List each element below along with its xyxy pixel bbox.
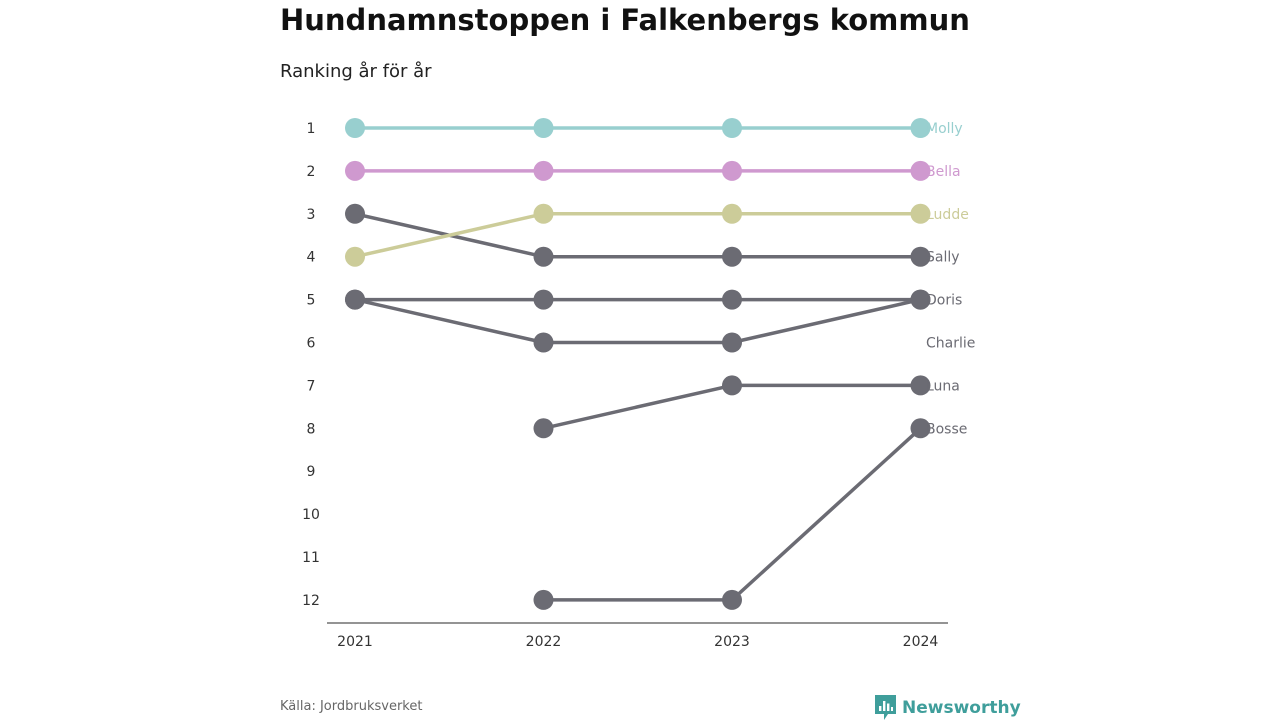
series-line-charlie-2023-2024 xyxy=(730,297,923,345)
series-bella xyxy=(345,160,931,181)
point-ludde-2023[interactable] xyxy=(722,203,742,224)
point-bosse-2024[interactable] xyxy=(910,418,931,439)
point-molly-2021[interactable] xyxy=(345,118,365,138)
y-tick-label-12: 12 xyxy=(302,593,320,609)
point-luna-2024[interactable] xyxy=(910,375,931,396)
point-ludde-2024[interactable] xyxy=(910,203,931,224)
series-ludde xyxy=(345,203,931,267)
series-line-luna-2022-2023 xyxy=(541,383,734,431)
series-luna xyxy=(533,375,931,439)
y-tick-label-7: 7 xyxy=(307,378,316,394)
y-tick-label-1: 1 xyxy=(307,121,316,137)
end-label-charlie: Charlie xyxy=(926,336,975,352)
source-note: Källa: Jordbruksverket xyxy=(280,699,423,714)
end-label-sally: Sally xyxy=(926,250,960,266)
end-label-bella: Bella xyxy=(926,164,961,180)
y-tick-label-4: 4 xyxy=(307,250,316,266)
point-luna-2022[interactable] xyxy=(533,418,554,439)
point-charlie-2023[interactable] xyxy=(722,332,742,353)
brand[interactable]: Newsworthy xyxy=(875,695,1021,720)
point-charlie-2024[interactable] xyxy=(910,289,931,310)
series-bosse xyxy=(533,418,931,610)
point-sally-2023[interactable] xyxy=(722,246,742,267)
point-bella-2021[interactable] xyxy=(345,160,365,181)
end-label-luna: Luna xyxy=(926,378,960,394)
series-charlie xyxy=(345,289,931,353)
series-line-ludde-2021-2022 xyxy=(353,212,546,259)
point-bella-2024[interactable] xyxy=(910,160,931,181)
chart-subtitle: Ranking år för år xyxy=(280,61,432,82)
series-line-charlie-2021-2022 xyxy=(353,297,546,345)
point-ludde-2021[interactable] xyxy=(345,246,365,267)
point-bella-2022[interactable] xyxy=(533,160,554,181)
point-charlie-2022[interactable] xyxy=(533,332,554,353)
point-molly-2022[interactable] xyxy=(533,118,554,138)
y-tick-label-6: 6 xyxy=(307,336,316,352)
point-sally-2024[interactable] xyxy=(910,246,931,267)
point-bella-2023[interactable] xyxy=(722,160,742,181)
point-bosse-2023[interactable] xyxy=(722,589,742,610)
newsworthy-logo-icon xyxy=(875,695,896,720)
series-sally xyxy=(345,203,931,267)
point-sally-2021[interactable] xyxy=(345,203,365,224)
x-tick-label-2023: 2023 xyxy=(714,634,750,650)
y-tick-label-11: 11 xyxy=(302,550,320,566)
point-doris-2023[interactable] xyxy=(722,289,742,310)
point-charlie-2021[interactable] xyxy=(345,289,365,310)
end-label-molly: Molly xyxy=(926,121,963,137)
x-tick-label-2021: 2021 xyxy=(337,634,373,650)
point-luna-2023[interactable] xyxy=(722,375,742,396)
end-label-doris: Doris xyxy=(926,293,962,309)
series-line-bosse-2023-2024 xyxy=(730,426,923,602)
point-ludde-2022[interactable] xyxy=(533,203,554,224)
point-molly-2023[interactable] xyxy=(722,118,742,138)
end-label-bosse: Bosse xyxy=(926,421,967,437)
y-tick-label-8: 8 xyxy=(307,421,316,437)
y-tick-label-3: 3 xyxy=(307,207,316,223)
point-bosse-2022[interactable] xyxy=(533,589,554,610)
point-sally-2022[interactable] xyxy=(533,246,554,267)
y-tick-label-10: 10 xyxy=(302,507,320,523)
series-layer xyxy=(345,118,931,610)
point-doris-2022[interactable] xyxy=(533,289,554,310)
y-tick-label-9: 9 xyxy=(307,464,316,480)
label-layer: Molly Bella Ludde Sally Doris Charlie Luna Boss… xyxy=(926,121,975,437)
x-tick-label-2024: 2024 xyxy=(903,634,939,650)
brand-name: Newsworthy xyxy=(902,697,1021,718)
point-molly-2024[interactable] xyxy=(910,118,931,138)
series-molly xyxy=(345,118,931,138)
x-tick-label-2022: 2022 xyxy=(526,634,562,650)
chart-title: Hundnamnstoppen i Falkenbergs kommun xyxy=(280,3,970,37)
series-doris xyxy=(345,289,931,310)
y-tick-label-5: 5 xyxy=(307,293,316,309)
end-label-ludde: Ludde xyxy=(926,207,969,223)
y-tick-label-2: 2 xyxy=(307,164,316,180)
